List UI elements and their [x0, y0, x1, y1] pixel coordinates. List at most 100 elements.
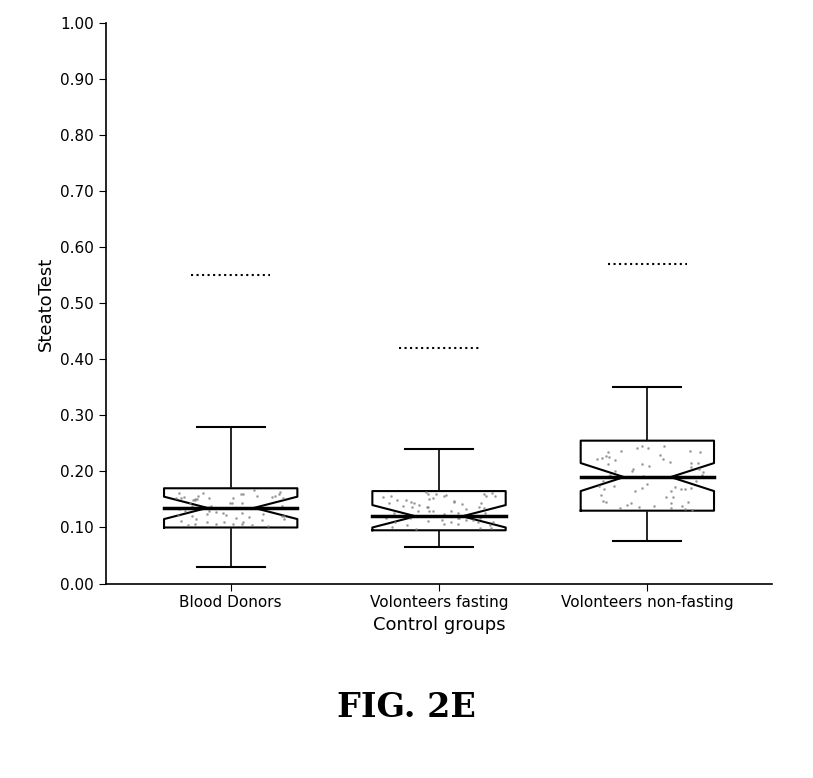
Point [420, 501, 433, 513]
Point [683, 444, 696, 457]
Polygon shape [164, 489, 298, 527]
Point [448, 496, 461, 508]
Point [459, 514, 472, 527]
Polygon shape [580, 440, 714, 510]
Point [172, 509, 185, 521]
Y-axis label: SteatoTest: SteatoTest [37, 256, 54, 351]
Point [665, 485, 678, 498]
Point [202, 501, 215, 513]
Point [674, 483, 687, 496]
Point [636, 470, 649, 482]
Text: FIG. 2E: FIG. 2E [337, 692, 476, 724]
Point [401, 519, 414, 531]
Point [593, 480, 606, 492]
Point [648, 500, 661, 513]
Point [602, 469, 615, 482]
Point [620, 499, 633, 511]
Point [472, 501, 485, 513]
Point [608, 454, 621, 466]
Point [628, 485, 641, 498]
Point [236, 517, 249, 530]
Point [477, 488, 490, 500]
Point [668, 481, 681, 493]
Point [596, 451, 609, 464]
Point [189, 513, 202, 526]
Point [413, 499, 426, 511]
Point [489, 489, 502, 502]
Point [437, 518, 450, 531]
Point [459, 503, 472, 515]
Point [679, 482, 692, 495]
Point [422, 488, 435, 500]
Point [451, 517, 464, 530]
Point [667, 491, 680, 503]
Point [385, 520, 398, 533]
Point [275, 499, 288, 512]
Point [439, 489, 452, 501]
Point [636, 457, 649, 470]
Point [220, 509, 233, 521]
Point [202, 492, 215, 504]
Point [403, 512, 416, 524]
Point [190, 493, 203, 506]
Point [684, 461, 697, 473]
Point [452, 511, 465, 524]
X-axis label: Control groups: Control groups [372, 616, 506, 634]
Point [192, 490, 205, 503]
Point [175, 492, 188, 504]
Point [665, 503, 678, 515]
Point [179, 504, 192, 517]
Point [447, 495, 460, 507]
Point [272, 488, 285, 500]
Point [452, 507, 465, 520]
Point [602, 450, 615, 463]
Point [601, 446, 614, 458]
Point [691, 457, 704, 470]
Point [426, 492, 439, 504]
Point [477, 502, 490, 514]
Point [436, 513, 449, 526]
Point [693, 446, 706, 458]
Point [445, 516, 458, 528]
Point [609, 465, 622, 478]
Point [210, 506, 223, 518]
Point [445, 505, 458, 517]
Point [227, 492, 240, 505]
Point [467, 514, 480, 527]
Point [421, 501, 434, 513]
Point [217, 516, 230, 528]
Point [437, 490, 450, 503]
Point [185, 500, 198, 513]
Point [459, 508, 472, 520]
Point [226, 496, 239, 509]
Point [250, 489, 263, 502]
Point [597, 494, 610, 506]
Point [376, 491, 389, 503]
Point [423, 505, 436, 517]
Point [591, 453, 604, 465]
Point [216, 507, 229, 520]
Point [686, 503, 699, 516]
Point [615, 445, 628, 457]
Point [426, 505, 439, 517]
Point [224, 496, 237, 509]
Point [474, 521, 487, 534]
Point [614, 502, 627, 514]
Point [437, 508, 450, 520]
Point [474, 497, 487, 510]
Point [397, 500, 410, 513]
Point [600, 496, 613, 508]
Point [385, 489, 398, 502]
Point [189, 517, 202, 530]
Point [259, 502, 272, 514]
Point [235, 487, 248, 499]
Point [663, 456, 676, 468]
Point [235, 496, 248, 509]
Point [255, 514, 268, 527]
Point [242, 511, 255, 524]
Point [456, 497, 469, 510]
Point [676, 499, 689, 512]
Point [484, 519, 497, 531]
Point [604, 469, 617, 482]
Point [430, 488, 443, 500]
